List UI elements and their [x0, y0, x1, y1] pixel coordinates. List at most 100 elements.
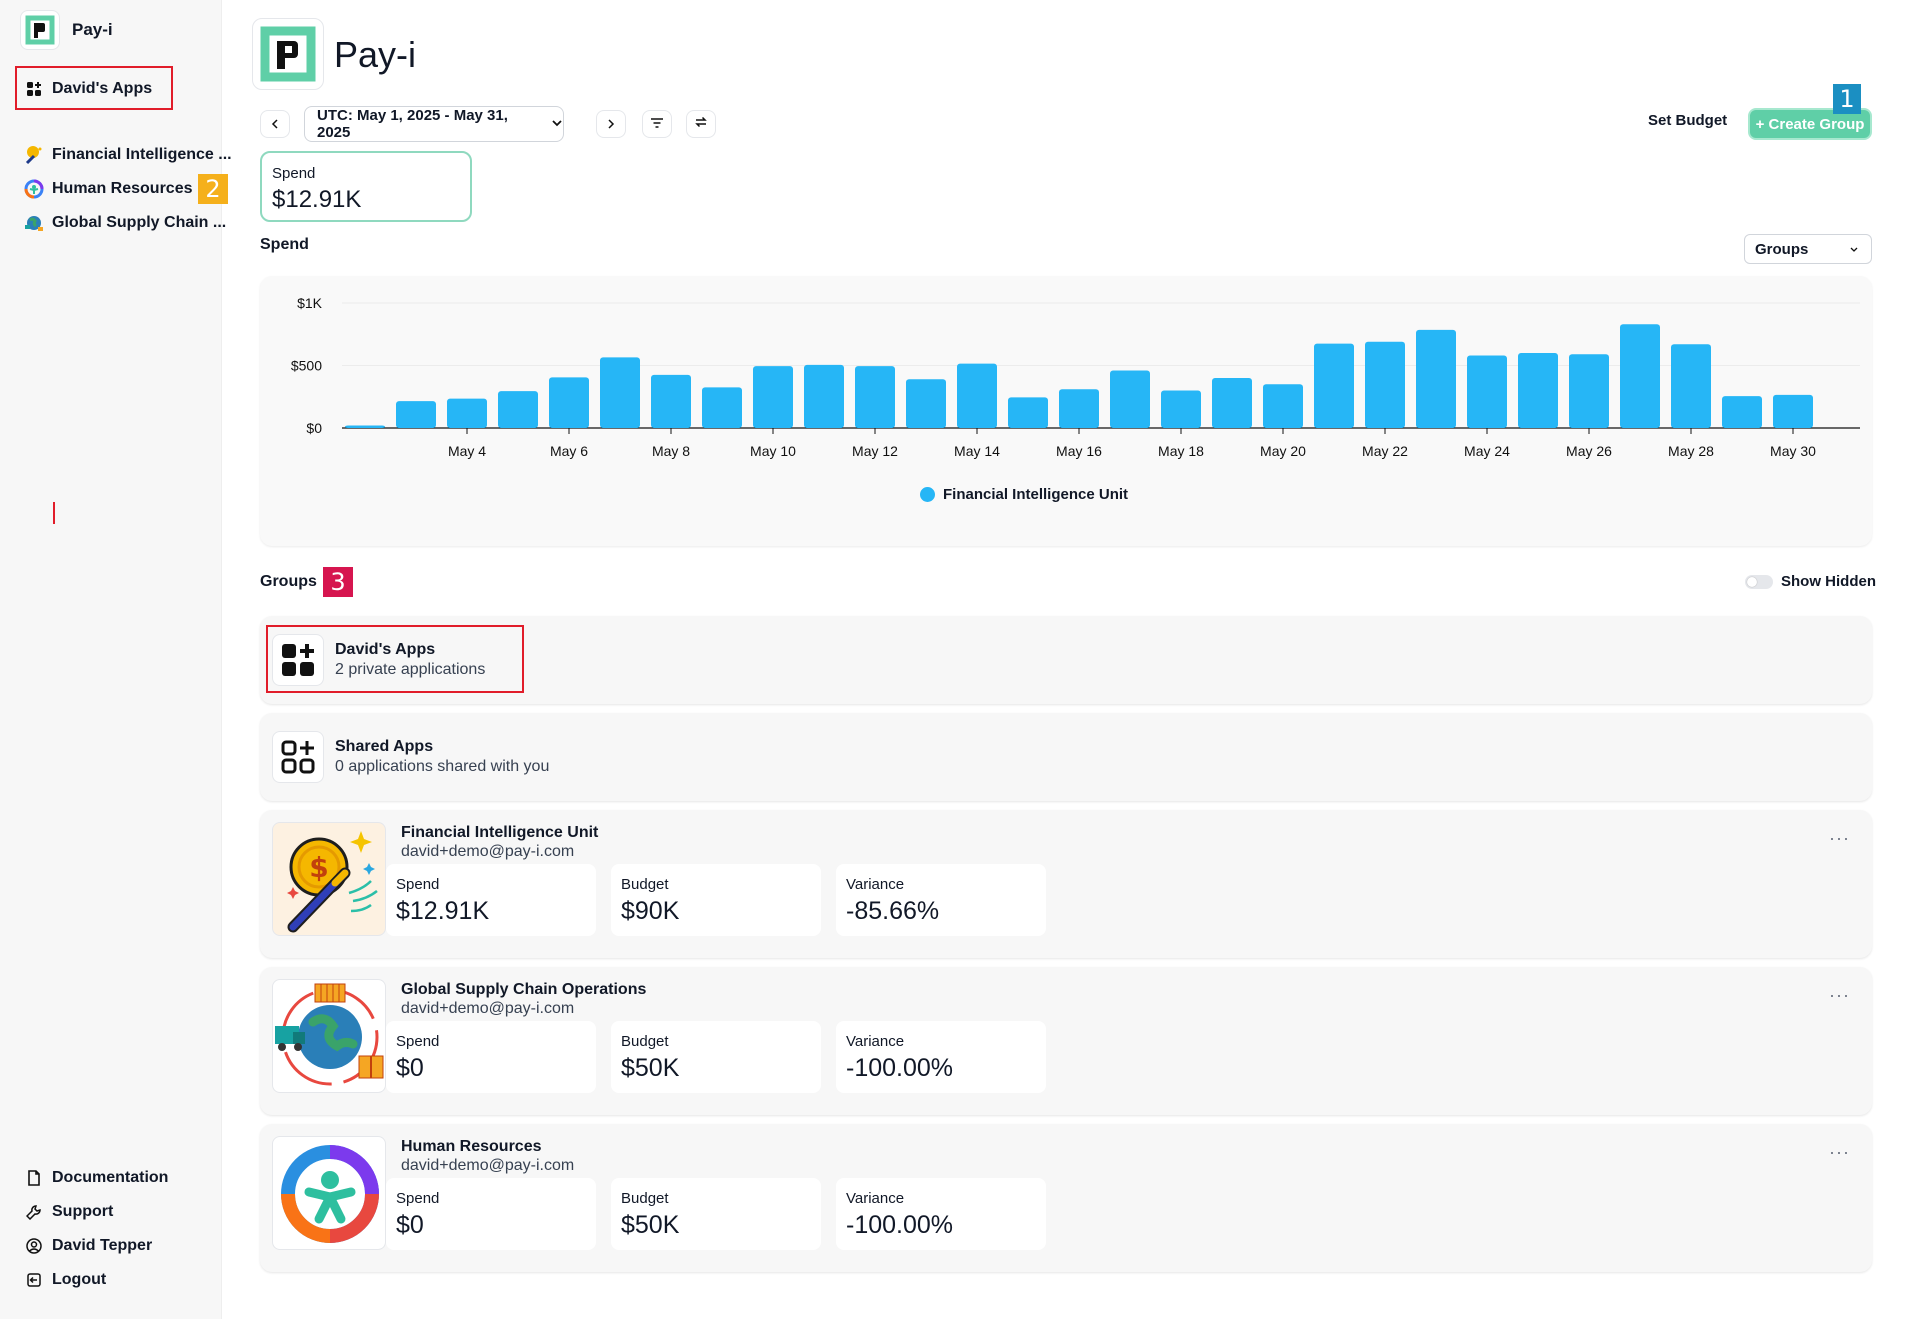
main-content: Pay-i UTC: May 1, 2025 - May 31, 2025 Se…: [222, 0, 1909, 1319]
date-range-value: UTC: May 1, 2025 - May 31, 2025: [317, 107, 508, 141]
set-budget-button[interactable]: Set Budget: [1648, 112, 1728, 129]
sidebar-item-davids-apps[interactable]: David's Apps: [24, 79, 152, 99]
sidebar-item-label: Logout: [52, 1271, 107, 1288]
spend-summary-card[interactable]: Spend $12.91K: [260, 151, 472, 222]
group-title: Shared Apps: [335, 738, 434, 755]
refresh-icon: [694, 115, 708, 133]
apps-grid-icon: [24, 79, 44, 99]
x-tick-label: May 12: [852, 443, 898, 459]
metric-label: Budget: [621, 876, 669, 893]
sidebar-item-label: David's Apps: [52, 80, 153, 97]
metric-spend: Spend $0: [386, 1021, 596, 1093]
sidebar-item-label: Support: [52, 1203, 114, 1220]
filter-button[interactable]: [642, 110, 672, 138]
chart-bar: [1773, 394, 1813, 428]
chevron-left-icon: [270, 116, 280, 133]
logout-icon: [24, 1270, 44, 1290]
x-tick-label: May 10: [750, 443, 796, 459]
x-tick-label: May 14: [954, 443, 1000, 459]
metric-value: $50K: [621, 1211, 680, 1239]
chart-bar: [396, 401, 436, 428]
metric-value: $0: [396, 1054, 424, 1082]
app-card-financial[interactable]: $ Financial Intelligence Unit david+demo…: [260, 810, 1872, 958]
x-tick-label: May 4: [448, 443, 486, 459]
group-by-value: Groups: [1755, 240, 1809, 258]
more-options-icon[interactable]: ···: [1829, 1142, 1850, 1162]
prev-period-button[interactable]: [260, 110, 290, 138]
chart-bar: [1059, 389, 1099, 428]
chart-bar: [804, 364, 844, 428]
document-icon: [24, 1168, 44, 1188]
apps-grid-icon: [272, 634, 324, 686]
sidebar-item-profile[interactable]: David Tepper: [24, 1236, 152, 1256]
spend-summary-value: $12.91K: [272, 186, 362, 213]
chart-bar: [1416, 329, 1456, 428]
chart-bar: [1620, 324, 1660, 428]
sidebar-item-support[interactable]: Support: [24, 1202, 113, 1222]
text-cursor: [53, 502, 55, 524]
sidebar-app-hr[interactable]: Human Resources: [24, 179, 193, 199]
magic-coin-icon: [24, 145, 44, 165]
chart-bar: [855, 366, 895, 428]
app-card-supply-chain[interactable]: Global Supply Chain Operations david+dem…: [260, 967, 1872, 1115]
app-card-hr[interactable]: Human Resources david+demo@pay-i.com Spe…: [260, 1124, 1872, 1272]
x-tick-label: May 6: [550, 443, 588, 459]
user-circle-icon: [24, 1236, 44, 1256]
wrench-icon: [24, 1202, 44, 1222]
chart-legend[interactable]: Financial Intelligence Unit: [920, 486, 1128, 503]
more-options-icon[interactable]: ···: [1829, 985, 1850, 1005]
date-range-select[interactable]: UTC: May 1, 2025 - May 31, 2025: [304, 106, 564, 142]
metric-value: $50K: [621, 1054, 680, 1082]
app-owner-email: david+demo@pay-i.com: [401, 843, 575, 860]
chart-bar: [957, 363, 997, 428]
x-tick-label: May 28: [1668, 443, 1714, 459]
group-row-davids-apps[interactable]: David's Apps 2 private applications: [260, 616, 1872, 704]
show-hidden-label: Show Hidden: [1781, 573, 1876, 590]
chart-bar: [1722, 396, 1762, 428]
annotation-badge-2: 2: [198, 174, 228, 204]
chart-bar: [447, 398, 487, 428]
metric-value: -100.00%: [846, 1211, 954, 1239]
x-tick-label: May 18: [1158, 443, 1204, 459]
app-name[interactable]: Human Resources: [401, 1138, 542, 1155]
brand[interactable]: Pay-i: [20, 10, 113, 50]
metric-label: Budget: [621, 1190, 669, 1207]
chart-bar: [1110, 370, 1150, 428]
hr-ring-icon: [272, 1136, 386, 1250]
sidebar-item-label: Financial Intelligence ...: [52, 146, 232, 163]
metric-label: Spend: [396, 1033, 440, 1050]
globe-logistics-icon: [272, 979, 386, 1093]
toggle-switch[interactable]: [1745, 574, 1773, 589]
metric-value: $90K: [621, 897, 680, 925]
x-tick-label: May 30: [1770, 443, 1816, 459]
show-hidden-toggle[interactable]: Show Hidden: [1745, 573, 1876, 590]
sidebar-app-financial[interactable]: Financial Intelligence ...: [24, 145, 232, 165]
app-name[interactable]: Financial Intelligence Unit: [401, 824, 599, 841]
chart-bar: [1161, 390, 1201, 428]
chart-bar: [1671, 344, 1711, 428]
metric-variance: Variance -85.66%: [836, 864, 1046, 936]
metric-value: -100.00%: [846, 1054, 954, 1082]
metric-variance: Variance -100.00%: [836, 1178, 1046, 1250]
sidebar-item-documentation[interactable]: Documentation: [24, 1168, 168, 1188]
chart-bar: [1569, 354, 1609, 428]
group-row-shared-apps[interactable]: Shared Apps 0 applications shared with y…: [260, 713, 1872, 801]
chevron-right-icon: [606, 116, 616, 133]
metric-label: Variance: [846, 1190, 905, 1207]
chart-bar: [1467, 355, 1507, 428]
sidebar-app-supply[interactable]: Global Supply Chain ...: [24, 213, 226, 233]
sidebar-item-logout[interactable]: Logout: [24, 1270, 106, 1290]
refresh-button[interactable]: [686, 110, 716, 138]
app-name[interactable]: Global Supply Chain Operations: [401, 981, 647, 998]
chart-bar: [1518, 353, 1558, 428]
y-tick-label: $500: [291, 358, 322, 374]
chart-bar: [1314, 343, 1354, 428]
metric-value: $0: [396, 1211, 424, 1239]
magic-coin-icon: $: [272, 822, 386, 936]
app-owner-email: david+demo@pay-i.com: [401, 1000, 575, 1017]
more-options-icon[interactable]: ···: [1829, 828, 1850, 848]
svg-text:$: $: [309, 851, 328, 884]
group-by-select[interactable]: Groups: [1744, 234, 1872, 264]
group-subtitle: 2 private applications: [335, 661, 486, 678]
next-period-button[interactable]: [596, 110, 626, 138]
